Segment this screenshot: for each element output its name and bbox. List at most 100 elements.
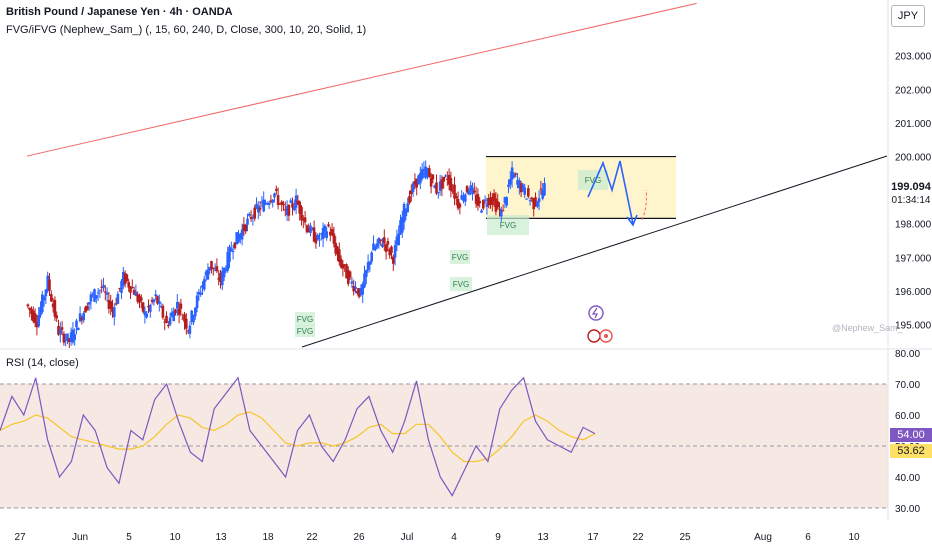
candle-body bbox=[230, 248, 233, 252]
candle-body bbox=[262, 199, 265, 212]
candle-body bbox=[240, 229, 244, 240]
candle-body bbox=[440, 179, 444, 189]
candle-body bbox=[354, 286, 357, 289]
candle-body bbox=[536, 201, 539, 207]
projection-path[interactable] bbox=[587, 160, 647, 227]
candle-body bbox=[471, 187, 474, 195]
price-tick-label: 201.000 bbox=[895, 119, 932, 130]
channel-lines[interactable] bbox=[26, 2, 888, 348]
fvg-zone bbox=[295, 312, 315, 326]
candle-body bbox=[30, 308, 33, 314]
candle-body bbox=[269, 200, 273, 203]
candle-body bbox=[318, 239, 321, 241]
candle-body bbox=[64, 339, 67, 341]
candle-body bbox=[474, 194, 478, 204]
candle-body bbox=[377, 237, 381, 244]
candle-body bbox=[388, 249, 391, 256]
candle-body bbox=[246, 218, 249, 225]
candle-body bbox=[62, 333, 66, 343]
candle-body bbox=[212, 267, 215, 269]
candle-body bbox=[361, 283, 364, 295]
candle-body bbox=[462, 199, 465, 201]
candle-body bbox=[251, 216, 255, 218]
candle-body bbox=[44, 289, 48, 297]
time-axis[interactable]: 27 Jun 5 10 13 18 22 26 Jul 4 9 13 17 22 25 Aug 6 10 bbox=[14, 532, 860, 543]
range-box[interactable]: FVG FVG FVG FVG FVG FVG bbox=[295, 155, 676, 337]
channel-lower-line bbox=[301, 155, 888, 348]
candle-body bbox=[357, 288, 361, 297]
rsi-ma-value-label: 53.62 bbox=[890, 444, 932, 458]
candle-body bbox=[122, 271, 125, 286]
candle-body bbox=[57, 325, 60, 335]
channel-upper-line bbox=[26, 2, 697, 157]
indicator-legend[interactable]: FVG/iFVG (Nephew_Sam_) (, 15, 60, 240, D… bbox=[6, 24, 367, 36]
rsi-legend[interactable]: RSI (14, close) bbox=[6, 357, 79, 369]
candle-body bbox=[172, 311, 175, 322]
candle-body bbox=[28, 307, 31, 310]
candle-body bbox=[50, 294, 53, 302]
candle-body bbox=[525, 198, 528, 200]
candle-body bbox=[48, 279, 51, 291]
candle-body bbox=[131, 287, 134, 289]
time-tick-label: 5 bbox=[126, 532, 132, 543]
candle-body bbox=[89, 294, 93, 302]
candle-body bbox=[359, 288, 363, 296]
candle-body bbox=[77, 327, 80, 331]
time-tick-label: 10 bbox=[169, 532, 181, 543]
candle-body bbox=[26, 304, 30, 307]
candle-body bbox=[91, 294, 94, 296]
candle-body bbox=[143, 311, 147, 316]
candle-body bbox=[32, 310, 35, 322]
candle-body bbox=[163, 321, 166, 323]
price-tick-label: 195.000 bbox=[895, 321, 932, 332]
candle-body bbox=[356, 291, 359, 294]
candle-body bbox=[244, 224, 247, 232]
candle-body bbox=[294, 195, 298, 208]
countdown-label: 01:34:14 bbox=[890, 194, 932, 208]
candle-body bbox=[352, 286, 355, 292]
candle-body bbox=[386, 241, 390, 245]
candle-body bbox=[192, 315, 195, 323]
candle-body bbox=[401, 217, 404, 233]
candle-body bbox=[46, 275, 49, 292]
candle-body bbox=[312, 227, 316, 242]
lightning-icon bbox=[588, 305, 604, 321]
candle-body bbox=[341, 264, 345, 269]
currency-button[interactable]: JPY bbox=[891, 5, 925, 27]
candle-body bbox=[496, 201, 499, 208]
candle-body bbox=[39, 307, 42, 316]
candle-body bbox=[104, 291, 107, 293]
time-tick-label: 18 bbox=[262, 532, 274, 543]
candle-body bbox=[33, 313, 37, 323]
candle-body bbox=[165, 315, 168, 323]
candle-body bbox=[296, 200, 300, 205]
candle-body bbox=[235, 232, 238, 245]
candle-body bbox=[343, 264, 346, 266]
candle-body bbox=[489, 197, 492, 201]
rsi-tick-label: 30.00 bbox=[895, 504, 920, 515]
candle-body bbox=[95, 295, 98, 299]
candle-body bbox=[183, 314, 186, 322]
candle-body bbox=[521, 184, 525, 190]
candle-body bbox=[375, 243, 379, 248]
candle-body bbox=[368, 261, 372, 265]
candle-body bbox=[93, 289, 96, 302]
candle-body bbox=[442, 176, 445, 182]
candle-body bbox=[170, 312, 174, 317]
candle-body bbox=[53, 299, 57, 317]
candle-body bbox=[408, 196, 411, 203]
candle-body bbox=[314, 237, 318, 244]
candle-body bbox=[179, 303, 183, 309]
candle-body bbox=[316, 234, 319, 240]
candle-body bbox=[543, 183, 546, 196]
candle-body bbox=[402, 204, 406, 223]
symbol-legend[interactable]: British Pound / Japanese Yen · 4h · OAND… bbox=[6, 6, 233, 18]
candle-body bbox=[469, 185, 472, 191]
dividend-dot-icon bbox=[604, 334, 608, 338]
candle-body bbox=[114, 303, 118, 305]
candle-body bbox=[433, 185, 436, 189]
time-tick-label: 13 bbox=[537, 532, 549, 543]
candle-body bbox=[404, 209, 408, 217]
candle-body bbox=[327, 224, 330, 227]
